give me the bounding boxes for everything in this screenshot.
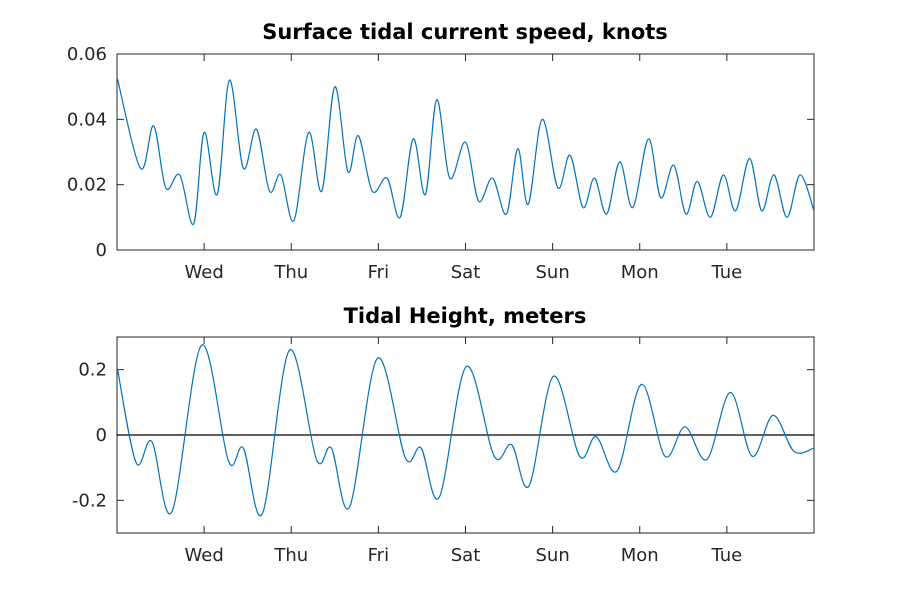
current-speed-title: Surface tidal current speed, knots xyxy=(262,20,668,44)
current-speed-x-tick-label: Sun xyxy=(536,262,570,283)
tidal-height-x-tick-label: Thu xyxy=(273,545,308,566)
tidal-height-y-tick-label: -0.2 xyxy=(72,490,107,511)
current-speed-y-tick-label: 0.02 xyxy=(67,175,107,196)
tidal-height-y-tick-label: 0.2 xyxy=(78,360,107,381)
current-speed-axes xyxy=(116,53,815,251)
tidal-height-ticks: Wed Thu Fri Sat Sun Mon Tue -0.2 0 0.2 xyxy=(72,337,814,566)
tidal-height-panel: Tidal Height, meters Wed Thu Fri Sat Sun Mon T… xyxy=(72,304,815,566)
tidal-height-x-tick-label: Mon xyxy=(621,545,659,566)
tidal-height-title: Tidal Height, meters xyxy=(344,304,587,328)
current-speed-series-line xyxy=(116,76,815,225)
tidal-height-x-tick-label: Sun xyxy=(536,545,570,566)
current-speed-x-tick-label: Mon xyxy=(621,262,659,283)
current-speed-panel: Surface tidal current speed, knots Wed Th… xyxy=(67,20,815,283)
current-speed-y-tick-label: 0.04 xyxy=(67,109,107,130)
current-speed-x-tick-label: Sat xyxy=(451,262,481,283)
tidal-height-x-tick-label: Fri xyxy=(368,545,389,566)
tidal-height-y-tick-label: 0 xyxy=(96,425,107,446)
tidal-height-x-tick-label: Wed xyxy=(185,545,224,566)
tidal-height-x-tick-label: Sat xyxy=(451,545,481,566)
current-speed-x-tick-label: Fri xyxy=(368,262,389,283)
current-speed-x-tick-label: Wed xyxy=(185,262,224,283)
current-speed-x-tick-label: Thu xyxy=(273,262,308,283)
current-speed-y-tick-label: 0 xyxy=(96,240,107,261)
current-speed-ticks: Wed Thu Fri Sat Sun Mon Tue 0 0.02 0.04 0.06 xyxy=(67,44,814,283)
current-speed-y-tick-label: 0.06 xyxy=(67,44,107,65)
current-speed-x-tick-label: Tue xyxy=(711,262,743,283)
tidal-height-series-line xyxy=(116,344,815,517)
tidal-height-x-tick-label: Tue xyxy=(711,545,743,566)
